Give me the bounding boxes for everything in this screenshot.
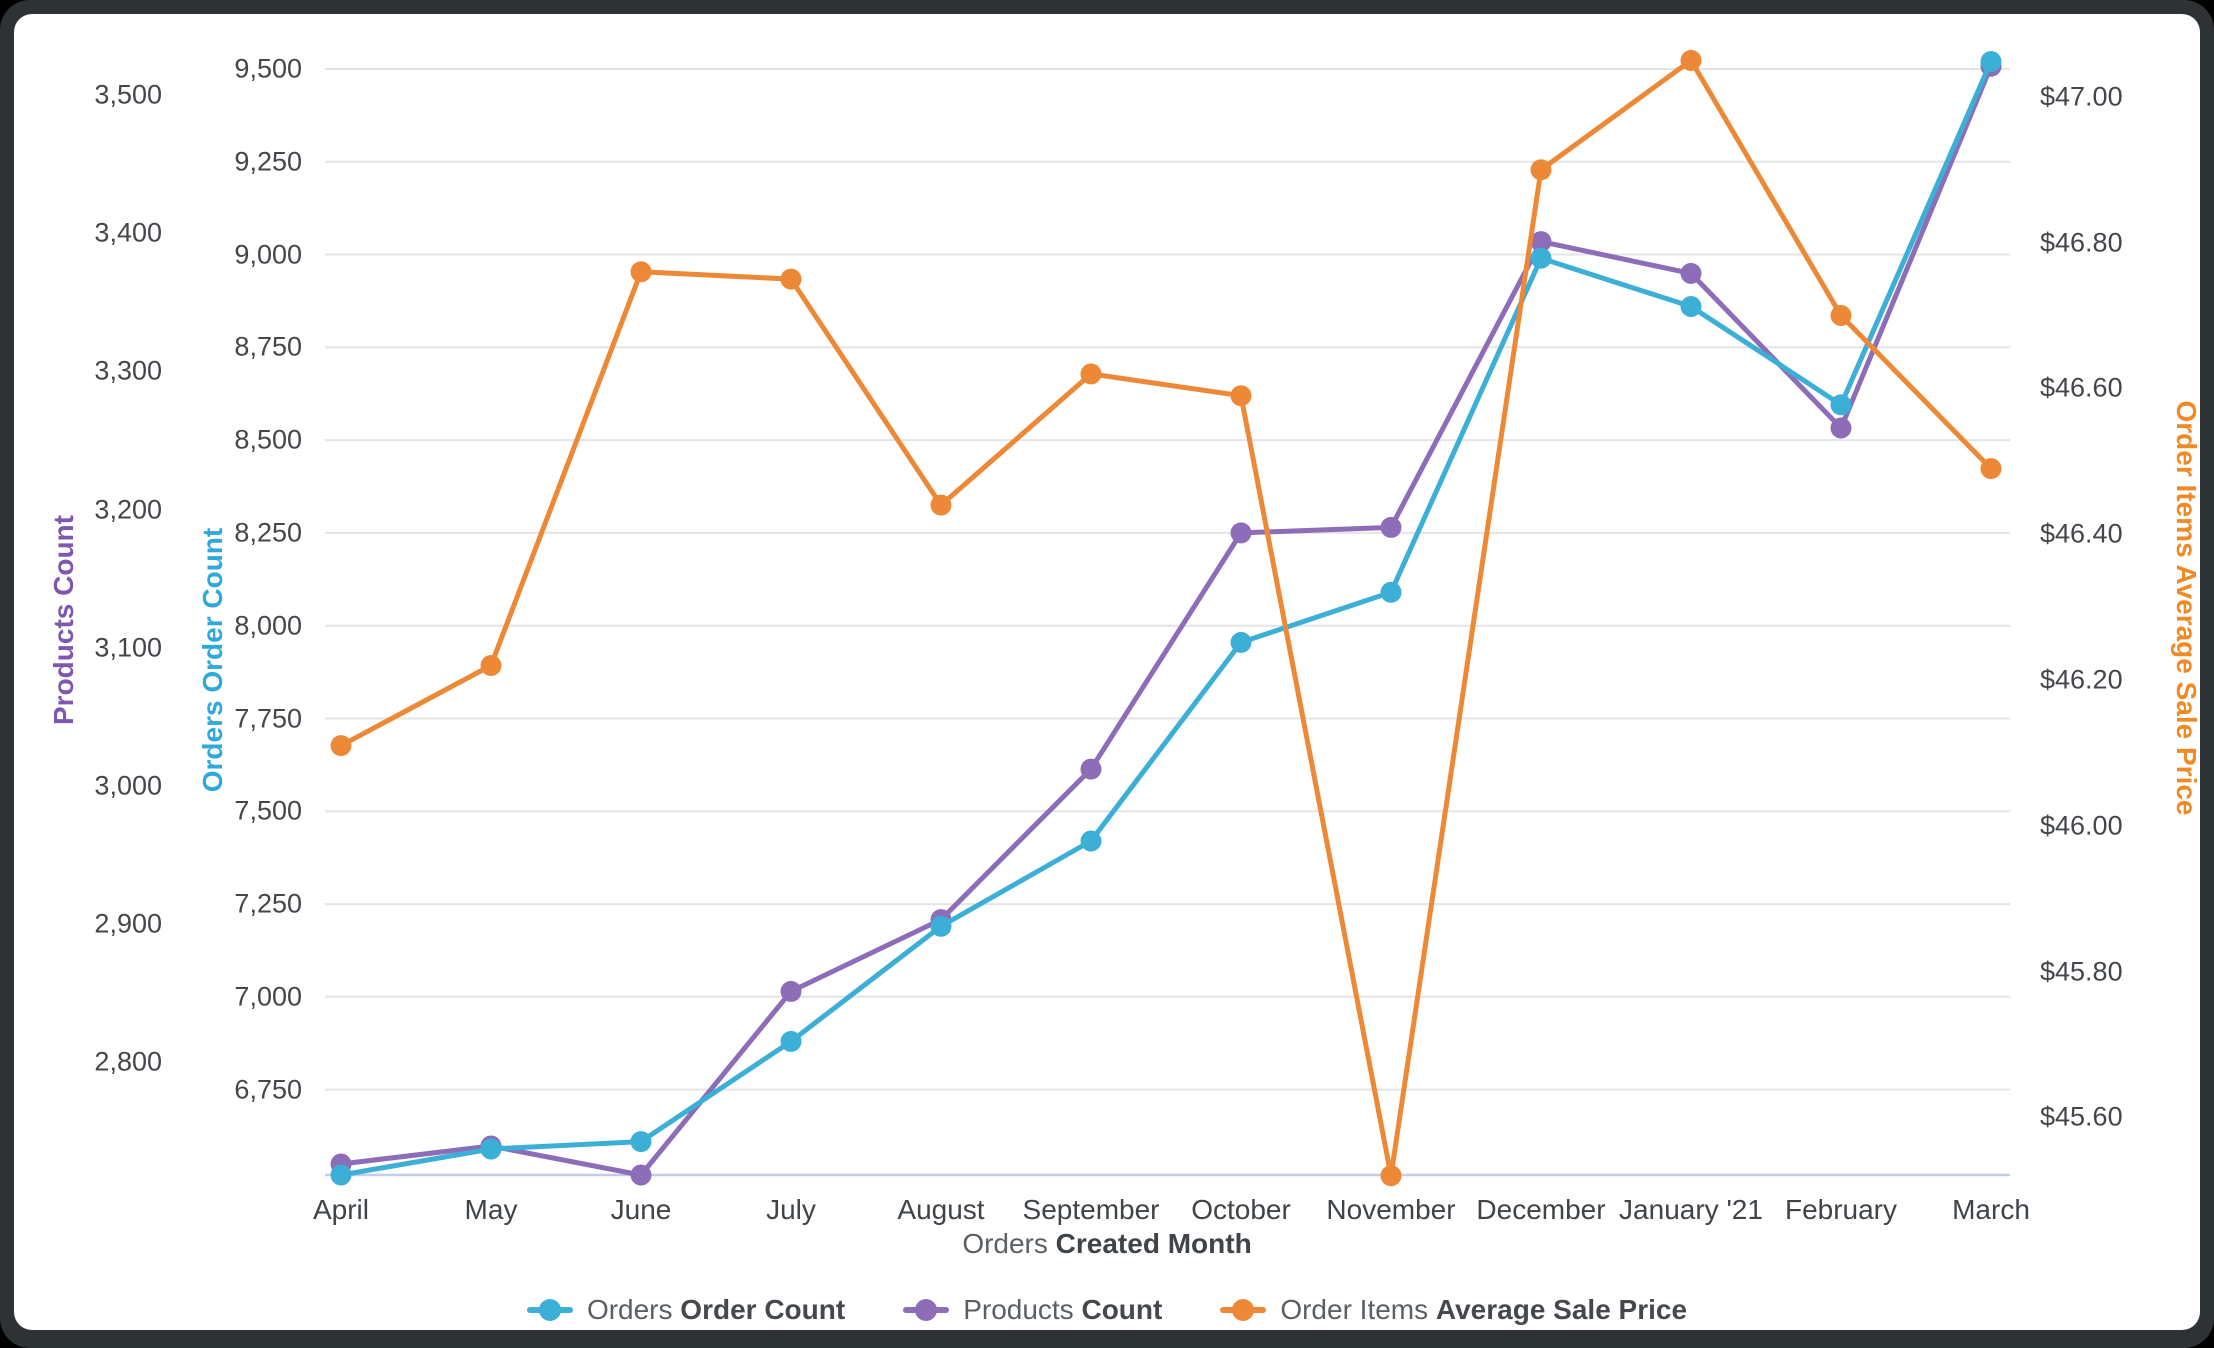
- x-axis-title-prefix: Orders: [962, 1228, 1048, 1259]
- point-order-items-average-sale-price-October[interactable]: [1230, 385, 1252, 407]
- yticks-products-label: 3,400: [94, 217, 162, 248]
- point-order-items-average-sale-price-January '21[interactable]: [1680, 49, 1702, 71]
- point-order-items-average-sale-price-May[interactable]: [480, 655, 502, 676]
- point-order-items-average-sale-price-March[interactable]: [1980, 458, 2002, 480]
- point-orders-order-count-May[interactable]: [480, 1138, 502, 1160]
- point-orders-order-count-December[interactable]: [1530, 247, 1552, 269]
- point-orders-order-count-March[interactable]: [1980, 51, 2002, 72]
- yticks-products-label: 3,200: [94, 494, 162, 524]
- yticks-price-label: $46.40: [2040, 518, 2123, 549]
- point-products-count-January '21[interactable]: [1680, 262, 1702, 284]
- x-axis-label-June: June: [610, 1194, 672, 1225]
- yticks-price-label: $45.80: [2040, 956, 2123, 987]
- series-line-orders-order-count: [338, 59, 1994, 1178]
- point-order-items-average-sale-price-April[interactable]: [330, 735, 352, 757]
- yticks-products-label: 3,100: [94, 632, 162, 662]
- legend-marker-orders-order-count: [526, 1299, 573, 1321]
- legend-item-order-items-average-sale-price[interactable]: Order Items Average Sale Price: [1220, 1294, 1687, 1326]
- legend-label-order-items-average-sale-price: Order Items Average Sale Price: [1280, 1294, 1688, 1325]
- yticks-price-label: $46.20: [2040, 664, 2123, 695]
- point-orders-order-count-June[interactable]: [630, 1131, 652, 1153]
- y-axis-title-orders: Orders Order Count: [197, 527, 228, 793]
- series-line-products-count: [338, 63, 1994, 1178]
- yticks-products-label: 2,800: [94, 1046, 162, 1077]
- yticks-orders-label: 8,000: [234, 610, 302, 641]
- point-order-items-average-sale-price-December[interactable]: [1530, 159, 1552, 181]
- yticks-orders-label: 9,000: [234, 239, 302, 269]
- yticks-orders-label: 7,000: [234, 981, 302, 1012]
- point-products-count-July[interactable]: [780, 980, 802, 1002]
- yticks-price-label: $47.00: [2040, 81, 2123, 112]
- yticks-price-label: $46.80: [2040, 227, 2123, 258]
- yticks-orders-label: 7,250: [234, 888, 302, 919]
- yticks-products-label: 3,300: [94, 355, 162, 386]
- x-axis-label-December: December: [1476, 1194, 1606, 1225]
- legend-dot-products-count: [915, 1299, 938, 1321]
- point-products-count-September[interactable]: [1080, 758, 1102, 780]
- series-line-order-items-average-sale-price: [338, 57, 1994, 1179]
- point-orders-order-count-January '21[interactable]: [1680, 296, 1702, 317]
- yticks-orders-label: 8,750: [234, 331, 302, 362]
- y-axis-title-price: Order Items Average Sale Price: [2171, 400, 2202, 816]
- legend-dot-order-items-average-sale-price: [1232, 1299, 1255, 1321]
- point-orders-order-count-July[interactable]: [780, 1030, 802, 1052]
- point-products-count-December[interactable]: [1530, 231, 1552, 253]
- x-axis-label-May: May: [464, 1194, 518, 1225]
- point-orders-order-count-August[interactable]: [930, 915, 952, 937]
- yticks-orders-label: 8,250: [234, 517, 302, 548]
- x-axis-label-February: February: [1784, 1194, 1898, 1225]
- point-order-items-average-sale-price-August[interactable]: [930, 494, 952, 516]
- point-products-count-February[interactable]: [1830, 417, 1852, 439]
- yticks-price-label: $45.60: [2040, 1101, 2123, 1132]
- x-axis-label-January '21: January '21: [1619, 1194, 1763, 1225]
- y-axis-title-products: Products Count: [48, 515, 79, 725]
- point-orders-order-count-April[interactable]: [330, 1164, 352, 1186]
- yticks-orders-label: 7,500: [234, 795, 302, 826]
- yticks-orders-label: 8,500: [234, 424, 302, 455]
- yticks-orders-label: 9,500: [234, 53, 302, 84]
- legend-marker-order-items-average-sale-price: [1220, 1299, 1267, 1321]
- legend-item-orders-order-count[interactable]: Orders Order Count: [526, 1294, 846, 1326]
- yticks-price-label: $46.00: [2040, 810, 2123, 841]
- yticks-orders-label: 7,750: [234, 703, 302, 733]
- yticks-products-label: 3,500: [94, 79, 162, 110]
- legend: Orders Order Count Products Count Order It…: [0, 1288, 2214, 1332]
- x-axis-label-August: August: [897, 1194, 985, 1225]
- yticks-products-label: 2,900: [94, 908, 162, 939]
- point-orders-order-count-November[interactable]: [1380, 581, 1402, 603]
- point-order-items-average-sale-price-July[interactable]: [780, 268, 802, 290]
- x-axis-label-October: October: [1191, 1194, 1291, 1225]
- legend-label-products-count: Products Count: [963, 1294, 1163, 1325]
- x-axis-label-July: July: [766, 1194, 816, 1225]
- yticks-price-label: $46.60: [2040, 372, 2123, 403]
- chart-card: [14, 14, 2200, 1330]
- point-order-items-average-sale-price-June[interactable]: [630, 261, 652, 283]
- legend-marker-products-count: [903, 1299, 950, 1321]
- x-axis-label-March: March: [1952, 1194, 2030, 1225]
- point-order-items-average-sale-price-September[interactable]: [1080, 363, 1102, 385]
- point-orders-order-count-February[interactable]: [1830, 394, 1852, 416]
- legend-item-products-count[interactable]: Products Count: [903, 1294, 1162, 1326]
- point-products-count-October[interactable]: [1230, 522, 1252, 544]
- point-orders-order-count-October[interactable]: [1230, 631, 1252, 653]
- x-axis-title-bold: Created Month: [1055, 1228, 1252, 1259]
- point-order-items-average-sale-price-November[interactable]: [1380, 1165, 1402, 1187]
- legend-label-orders-order-count: Orders Order Count: [586, 1294, 846, 1325]
- yticks-orders-label: 9,250: [234, 146, 302, 177]
- point-orders-order-count-September[interactable]: [1080, 830, 1102, 852]
- x-axis-label-April: April: [312, 1194, 369, 1225]
- yticks-products-label: 3,000: [94, 770, 162, 801]
- x-axis-label-November: November: [1326, 1194, 1456, 1225]
- point-products-count-June[interactable]: [630, 1164, 652, 1186]
- legend-dot-orders-order-count: [538, 1299, 561, 1321]
- point-order-items-average-sale-price-February[interactable]: [1830, 305, 1852, 326]
- yticks-orders-label: 6,750: [234, 1074, 302, 1105]
- point-products-count-November[interactable]: [1380, 516, 1402, 538]
- x-axis-title: Orders Created Month: [0, 1226, 2214, 1262]
- x-axis-label-September: September: [1022, 1194, 1160, 1225]
